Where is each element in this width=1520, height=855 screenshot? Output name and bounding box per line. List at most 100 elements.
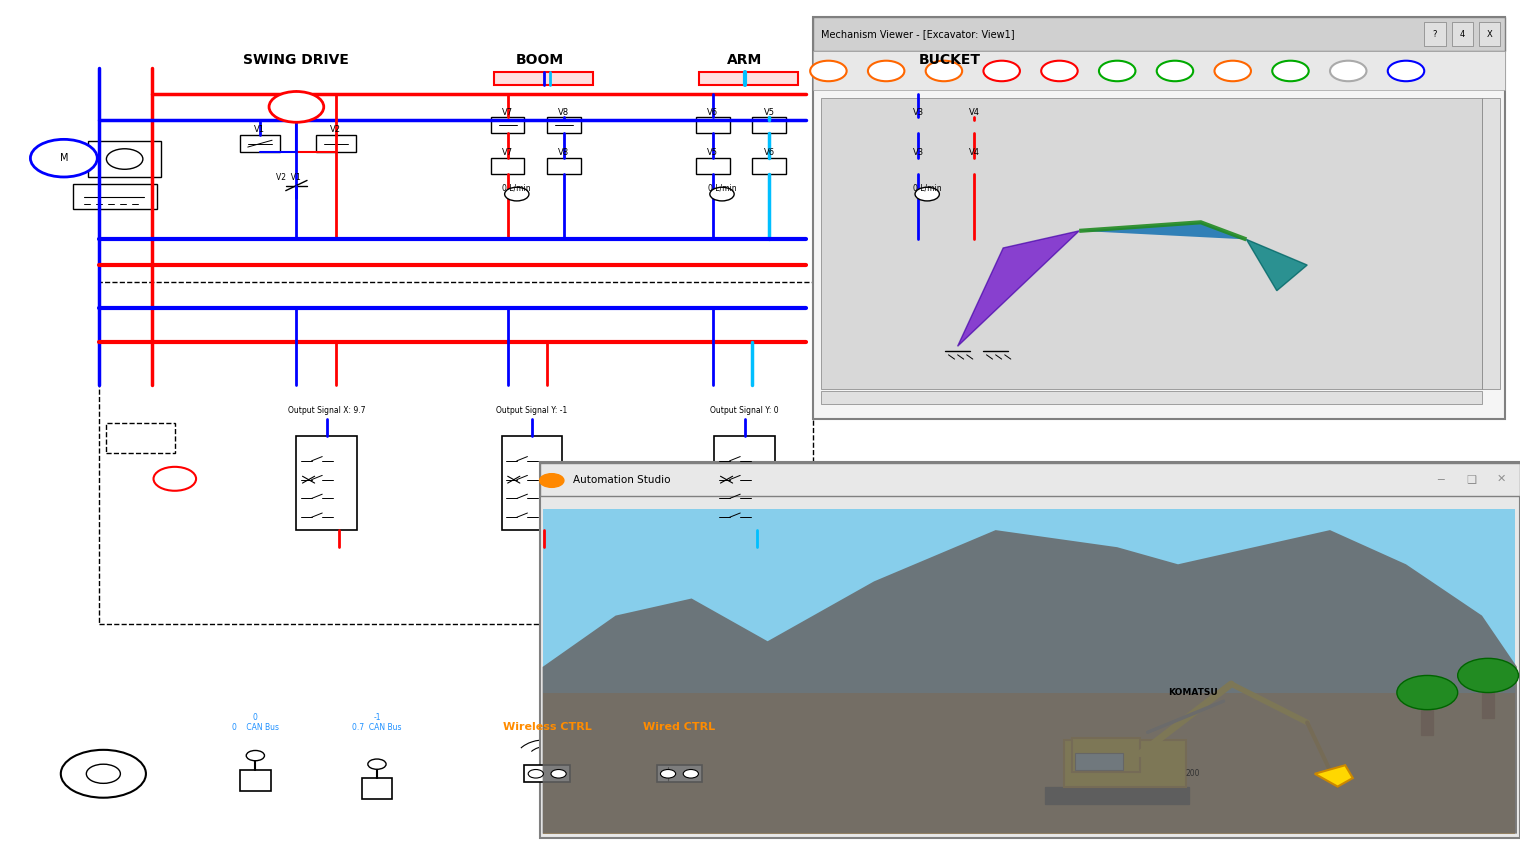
Circle shape — [684, 770, 699, 778]
Polygon shape — [543, 530, 1517, 834]
Text: SWING DRIVE: SWING DRIVE — [243, 53, 350, 67]
Bar — [1482, 688, 1494, 718]
Bar — [1482, 98, 1500, 389]
Bar — [1424, 22, 1446, 46]
Bar — [524, 765, 570, 782]
Text: X: X — [1487, 30, 1493, 38]
Text: V4: V4 — [968, 148, 980, 156]
Circle shape — [30, 139, 97, 177]
Polygon shape — [958, 231, 1079, 346]
Circle shape — [61, 750, 146, 798]
Text: V8: V8 — [558, 108, 570, 116]
Bar — [901, 158, 935, 174]
Circle shape — [527, 770, 544, 778]
Bar — [106, 423, 175, 453]
Bar — [494, 72, 593, 86]
Bar — [696, 117, 730, 133]
Text: 0 L/min: 0 L/min — [503, 184, 530, 192]
Bar — [547, 117, 581, 133]
Circle shape — [246, 751, 264, 761]
Circle shape — [154, 467, 196, 491]
Bar — [1064, 740, 1186, 787]
Circle shape — [87, 764, 120, 783]
Bar — [540, 462, 1520, 838]
Circle shape — [983, 61, 1020, 81]
Text: ARM: ARM — [727, 53, 763, 67]
Text: Output Signal Y: 0: Output Signal Y: 0 — [710, 406, 780, 415]
Text: V4: V4 — [968, 108, 980, 116]
Bar — [240, 135, 280, 152]
Text: V1: V1 — [254, 126, 266, 134]
Bar — [904, 72, 1003, 86]
Polygon shape — [1079, 222, 1246, 239]
Circle shape — [540, 474, 564, 487]
Text: 200: 200 — [1186, 770, 1201, 778]
Circle shape — [1388, 61, 1424, 81]
Text: ❑: ❑ — [1467, 474, 1476, 484]
Text: 0 L/min: 0 L/min — [708, 184, 736, 192]
Text: Output Signal X: 9.7: Output Signal X: 9.7 — [289, 406, 365, 415]
Text: V2  V1: V2 V1 — [277, 174, 301, 182]
Bar — [99, 282, 813, 624]
Circle shape — [550, 770, 565, 778]
Text: V3: V3 — [912, 108, 924, 116]
Text: V7: V7 — [502, 108, 514, 116]
Bar — [73, 184, 157, 209]
Text: Output Signal Y: -1: Output Signal Y: -1 — [497, 406, 567, 415]
Text: V6: V6 — [763, 148, 775, 156]
Bar — [1421, 705, 1433, 735]
Bar — [547, 158, 581, 174]
Bar — [1075, 753, 1122, 770]
Circle shape — [660, 770, 675, 778]
Text: KOMATSU: KOMATSU — [1169, 688, 1218, 697]
Bar — [1046, 787, 1189, 804]
Polygon shape — [1315, 765, 1353, 787]
Circle shape — [1041, 61, 1078, 81]
Text: V6: V6 — [707, 108, 719, 116]
Text: V5: V5 — [763, 108, 775, 116]
Text: ─: ─ — [1438, 474, 1444, 484]
Bar — [543, 693, 1515, 834]
Text: V8: V8 — [558, 148, 570, 156]
Circle shape — [710, 187, 734, 201]
Bar — [813, 17, 1505, 51]
Circle shape — [1099, 61, 1135, 81]
Bar — [901, 117, 935, 133]
Bar — [540, 463, 1520, 496]
Bar — [0, 26, 813, 795]
Bar — [657, 765, 702, 782]
Circle shape — [1330, 61, 1366, 81]
Bar — [752, 158, 786, 174]
Bar — [821, 98, 1482, 389]
Bar — [502, 436, 562, 530]
Text: -1
0.7  CAN Bus: -1 0.7 CAN Bus — [353, 713, 401, 732]
Text: M: M — [59, 153, 68, 163]
Bar — [813, 17, 1505, 419]
Text: V7: V7 — [502, 148, 514, 156]
Circle shape — [868, 61, 904, 81]
Circle shape — [1458, 658, 1518, 693]
Text: 0 L/min: 0 L/min — [914, 184, 941, 192]
Circle shape — [926, 61, 962, 81]
Bar — [696, 158, 730, 174]
Bar — [752, 117, 786, 133]
Text: Wireless CTRL: Wireless CTRL — [503, 722, 591, 732]
Text: BOOM: BOOM — [515, 53, 564, 67]
Circle shape — [915, 187, 939, 201]
Polygon shape — [1246, 239, 1307, 291]
Text: 0
0    CAN Bus: 0 0 CAN Bus — [233, 713, 278, 732]
Bar — [240, 770, 271, 791]
Text: V2: V2 — [330, 126, 342, 134]
Text: Wired CTRL: Wired CTRL — [643, 722, 716, 732]
Bar — [296, 436, 357, 530]
Bar — [1072, 739, 1140, 773]
Bar — [491, 117, 524, 133]
Text: Automation Studio: Automation Studio — [573, 475, 670, 485]
Bar — [821, 391, 1482, 404]
Bar — [958, 117, 991, 133]
Bar — [714, 436, 775, 530]
Bar — [88, 141, 161, 177]
Text: ✕: ✕ — [1497, 474, 1506, 484]
Circle shape — [106, 149, 143, 169]
Text: V3: V3 — [912, 148, 924, 156]
